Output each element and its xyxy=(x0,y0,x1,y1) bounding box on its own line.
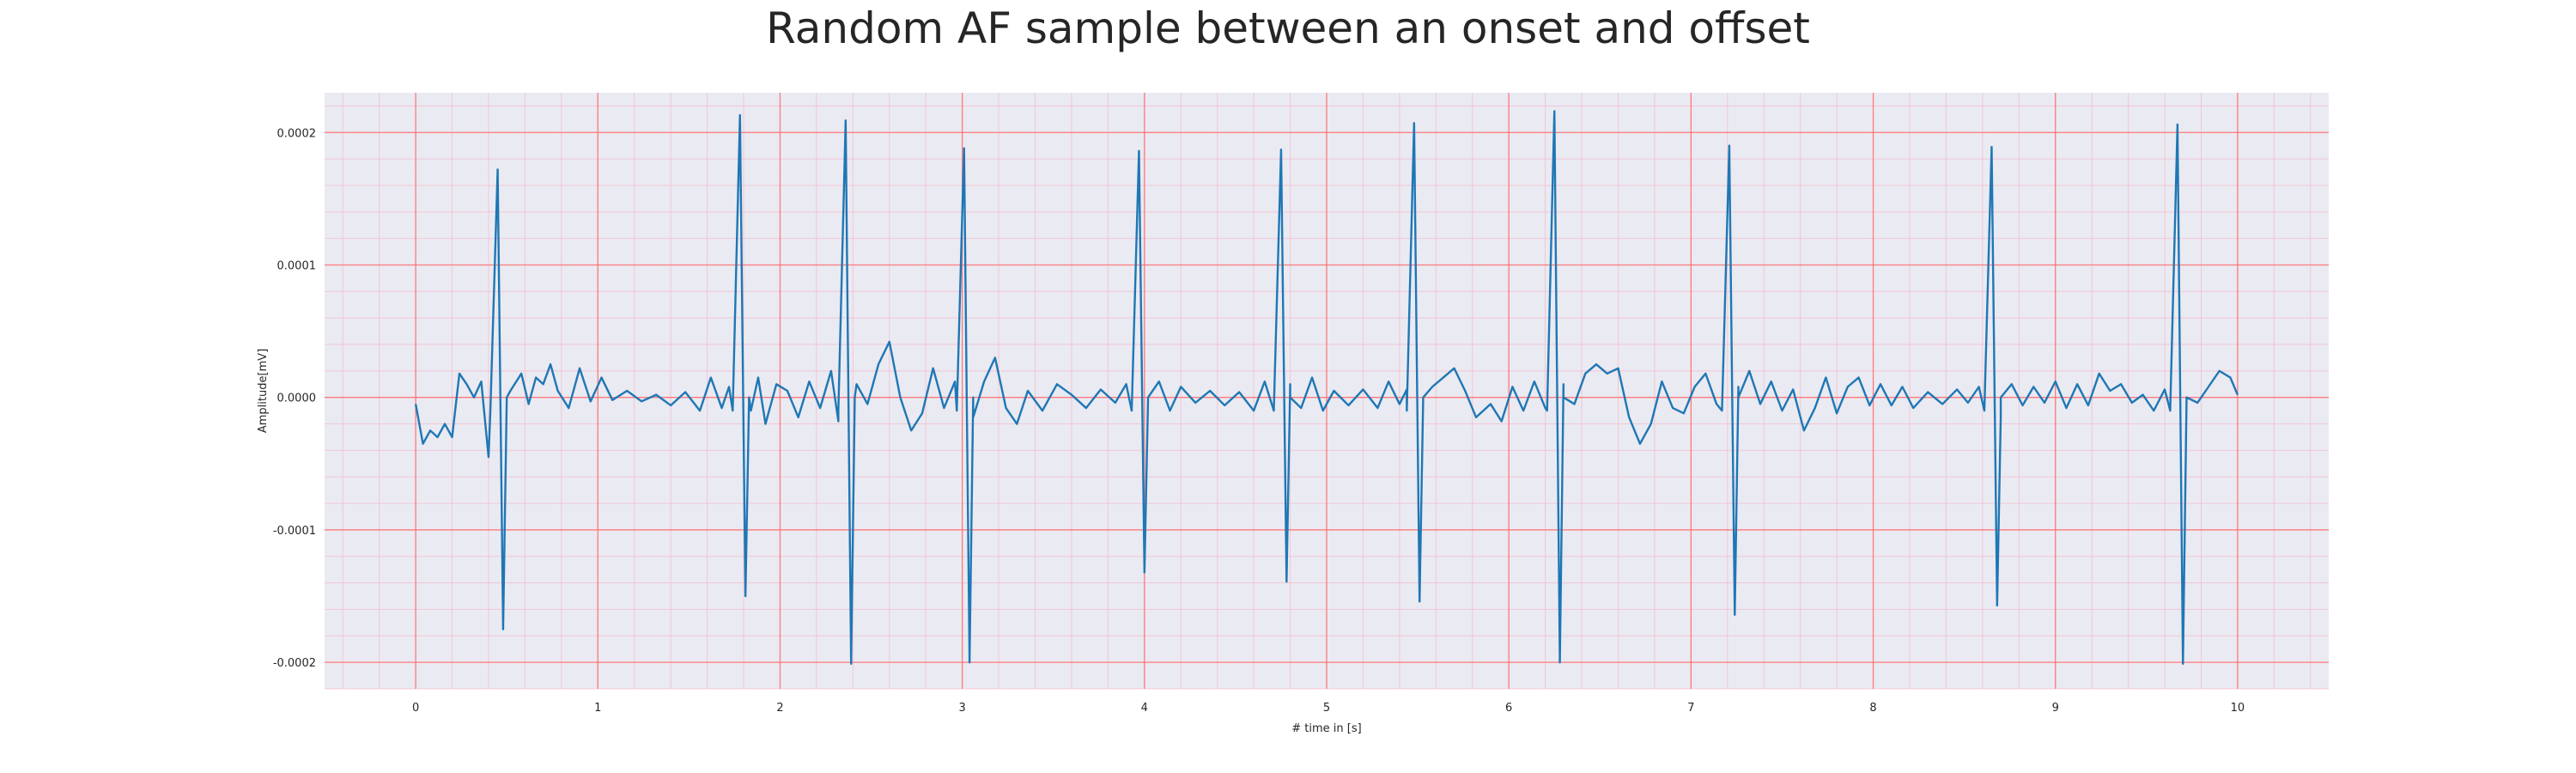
series-line xyxy=(414,110,2239,665)
y-tick-label: 0.0002 xyxy=(277,127,317,140)
x-tick-label: 1 xyxy=(594,702,601,715)
series-layer xyxy=(414,110,2239,665)
y-tick-label: 0.0000 xyxy=(277,393,317,405)
x-tick-label: 7 xyxy=(1687,702,1694,715)
s-trough-point xyxy=(1285,580,1288,583)
r-peak-point xyxy=(1553,110,1556,113)
r-peak-point xyxy=(1990,146,1993,149)
x-tick-label: 2 xyxy=(776,702,783,715)
x-tick-label: 9 xyxy=(2052,702,2059,715)
x-axis-label: # time in [s] xyxy=(1291,722,1361,735)
r-peak-point xyxy=(738,114,741,117)
x-tick-label: 6 xyxy=(1505,702,1512,715)
s-trough-point xyxy=(744,594,747,598)
s-trough-point xyxy=(1143,571,1146,574)
x-tick-label: 10 xyxy=(2231,702,2245,715)
r-peak-point xyxy=(2176,123,2179,126)
y-tick-label: -0.0001 xyxy=(273,525,316,538)
r-peak-point xyxy=(963,147,965,149)
s-trough-point xyxy=(850,662,853,665)
x-tick-label: 3 xyxy=(958,702,965,715)
r-peak-point xyxy=(1279,149,1283,151)
x-tick-label: 8 xyxy=(1869,702,1876,715)
r-peak-point xyxy=(1728,144,1731,147)
x-tick-labels: 0 1 2 3 4 5 6 7 8 9 10 xyxy=(412,702,2245,715)
r-peak-point xyxy=(844,119,848,122)
s-trough-point xyxy=(2182,662,2184,665)
s-trough-point xyxy=(1734,613,1736,616)
x-tick-label: 4 xyxy=(1141,702,1148,715)
r-peak-point xyxy=(1413,122,1416,125)
s-trough-point xyxy=(1419,600,1421,603)
y-tick-label: -0.0002 xyxy=(273,657,316,670)
x-tick-label: 5 xyxy=(1323,702,1330,715)
r-peak-point xyxy=(496,168,499,171)
s-trough-point xyxy=(1558,660,1561,664)
x-tick-label: 0 xyxy=(412,702,419,715)
s-trough-point xyxy=(968,660,971,664)
chart-title: Random AF sample between an onset and of… xyxy=(766,3,1810,53)
r-peak-point xyxy=(1138,149,1140,153)
s-trough-point xyxy=(1996,604,1999,607)
y-axis-label: Amplitude[mV] xyxy=(257,349,270,433)
y-tick-labels: -0.0002 -0.0001 0.0000 0.0001 0.0002 xyxy=(273,127,316,670)
s-trough-point xyxy=(501,628,505,630)
y-tick-label: 0.0001 xyxy=(277,259,317,272)
